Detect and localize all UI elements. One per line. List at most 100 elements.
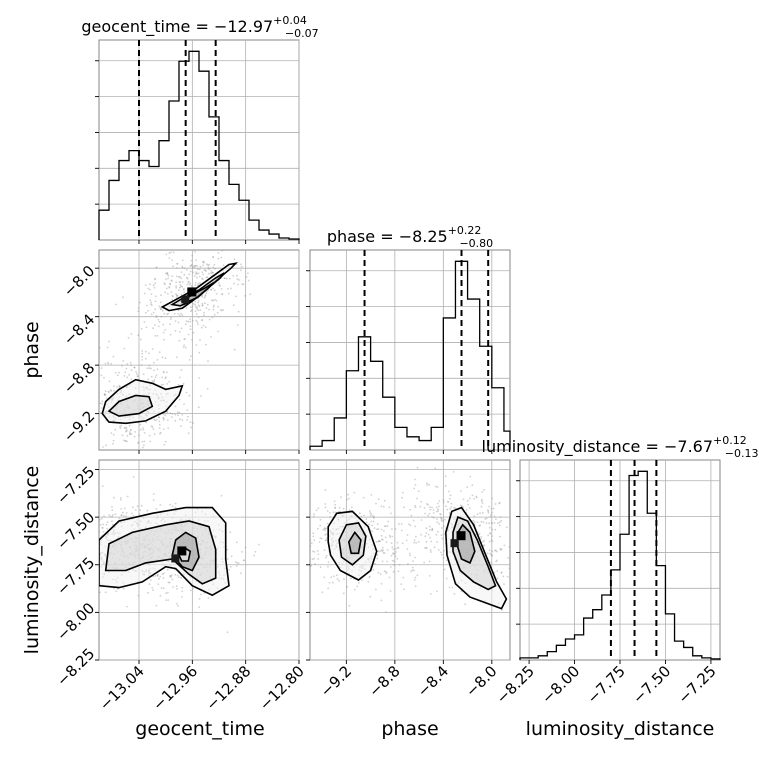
- sample-point: [140, 327, 143, 330]
- x-tick-label-luminosity-distance: −7.25: [675, 662, 720, 707]
- sample-point: [197, 323, 199, 326]
- sample-point: [416, 497, 418, 500]
- sample-point: [338, 579, 340, 582]
- sample-point: [478, 525, 481, 527]
- sample-point: [162, 587, 165, 590]
- sample-point: [462, 506, 464, 508]
- sample-point: [427, 533, 430, 536]
- sample-point: [154, 308, 157, 311]
- sample-point: [395, 551, 397, 553]
- sample-point: [154, 277, 157, 280]
- sample-point: [141, 350, 144, 352]
- sample-point: [202, 264, 205, 267]
- sample-point: [103, 393, 106, 396]
- sample-point: [380, 582, 383, 585]
- sample-point: [301, 554, 303, 556]
- sample-point: [236, 278, 239, 281]
- sample-point: [170, 574, 173, 577]
- sample-point: [175, 295, 178, 297]
- sample-point: [195, 319, 198, 322]
- sample-point: [369, 512, 372, 514]
- sample-point: [166, 371, 168, 374]
- contour-line: [347, 531, 362, 555]
- sample-point: [125, 440, 127, 442]
- sample-point: [123, 427, 126, 429]
- sample-point: [333, 500, 336, 503]
- sample-point: [452, 471, 455, 473]
- sample-point: [99, 402, 102, 405]
- sample-point: [212, 306, 215, 308]
- sample-point: [235, 541, 238, 544]
- sample-point: [448, 490, 450, 493]
- sample-point: [183, 273, 186, 276]
- sample-point: [350, 506, 353, 509]
- sample-point: [393, 563, 395, 566]
- sample-point: [481, 502, 484, 504]
- sample-point: [151, 304, 153, 307]
- sample-point: [126, 495, 129, 498]
- sample-point: [440, 534, 443, 537]
- sample-point: [154, 575, 157, 577]
- sample-point: [156, 574, 159, 577]
- sample-point: [192, 422, 195, 424]
- sample-point: [440, 519, 443, 522]
- sample-point: [108, 340, 110, 343]
- sample-point: [324, 489, 327, 491]
- sample-point: [313, 539, 316, 542]
- sample-point: [175, 287, 178, 289]
- x-tick-label-phase: −8.4: [414, 662, 452, 700]
- sample-point: [52, 530, 54, 532]
- sample-point: [446, 508, 449, 511]
- sample-point: [192, 266, 194, 269]
- sample-point: [388, 534, 391, 537]
- sample-point: [236, 274, 238, 277]
- sample-point: [429, 525, 431, 528]
- sample-point: [380, 549, 383, 551]
- sample-point: [324, 529, 326, 531]
- sample-point: [496, 559, 498, 562]
- sample-point: [319, 524, 322, 527]
- sample-point: [189, 320, 192, 323]
- sample-point: [179, 418, 181, 421]
- sample-point: [189, 283, 191, 286]
- sample-point: [201, 295, 203, 298]
- sample-point: [132, 514, 135, 517]
- sample-point: [206, 276, 209, 279]
- sample-point: [454, 507, 457, 509]
- sample-point: [164, 414, 167, 417]
- sample-point: [156, 359, 159, 361]
- sample-point: [325, 554, 328, 557]
- sample-point: [375, 588, 377, 591]
- sample-point: [133, 366, 136, 369]
- sample-point: [146, 509, 149, 512]
- sample-point: [499, 535, 501, 538]
- sample-point: [444, 475, 447, 478]
- sample-point: [175, 356, 178, 359]
- sample-point: [227, 292, 230, 295]
- sample-point: [125, 367, 128, 370]
- sample-point: [129, 432, 132, 435]
- sample-point: [356, 585, 358, 588]
- sample-point: [377, 498, 380, 500]
- sample-point: [159, 307, 162, 309]
- sample-point: [486, 552, 489, 555]
- sample-point: [195, 272, 197, 275]
- sample-point: [80, 555, 82, 557]
- sample-point: [240, 572, 242, 575]
- sample-point: [161, 376, 164, 379]
- sample-point: [150, 303, 152, 306]
- sample-point: [321, 591, 324, 594]
- sample-point: [498, 502, 501, 505]
- sample-point: [229, 531, 232, 534]
- sample-point: [112, 523, 114, 526]
- sample-point: [505, 526, 508, 529]
- sample-point: [117, 451, 119, 453]
- sample-point: [195, 241, 197, 243]
- sample-point: [179, 376, 181, 379]
- sample-point: [197, 309, 200, 311]
- sample-point: [462, 498, 465, 501]
- sample-point: [125, 512, 128, 514]
- sample-point: [391, 546, 394, 549]
- sample-point: [473, 521, 476, 524]
- contour-line: [338, 522, 367, 566]
